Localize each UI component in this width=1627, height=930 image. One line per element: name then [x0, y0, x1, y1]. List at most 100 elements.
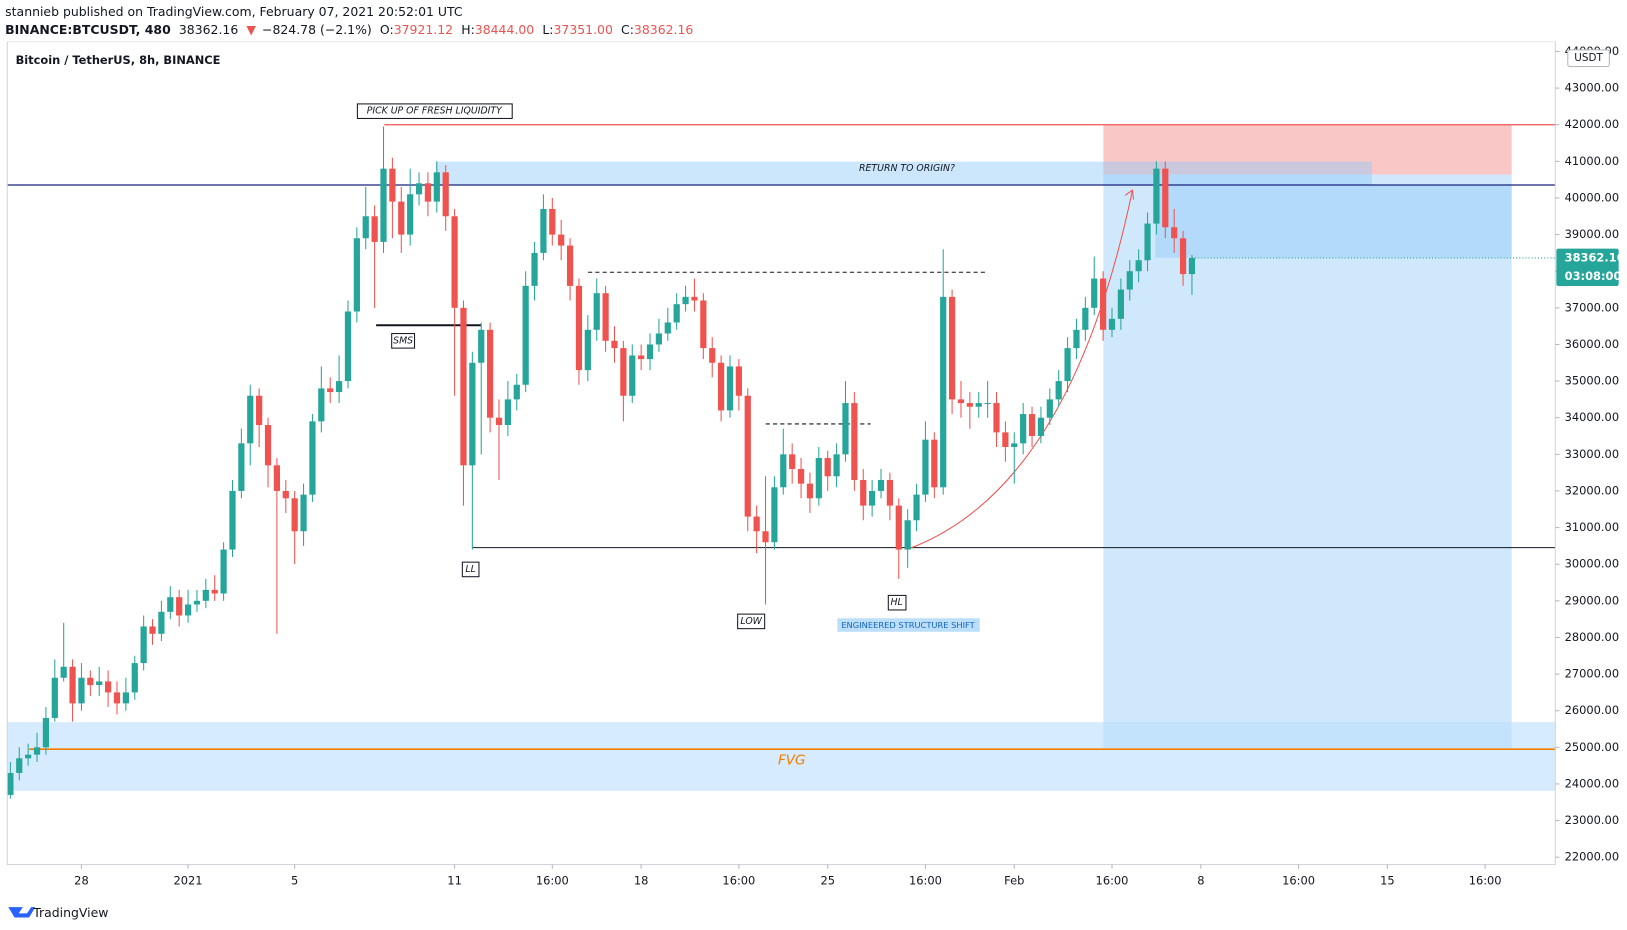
candle-body	[442, 172, 449, 217]
annotation: LL	[465, 564, 475, 575]
y-tick-label: 22000.00	[1565, 850, 1619, 864]
down-arrow: ▼	[246, 22, 256, 37]
drawings	[7, 124, 1556, 791]
annotations: PICK UP OF FRESH LIQUIDITY RETURN TO ORI…	[356, 103, 980, 769]
candle-body	[25, 754, 32, 759]
x-tick-label: 28	[74, 874, 89, 888]
curve-arrow	[908, 190, 1133, 550]
candle-body	[1002, 432, 1009, 448]
candle-body	[691, 296, 698, 301]
candle-body	[629, 355, 636, 396]
candle-body	[575, 285, 583, 371]
candle-body	[238, 443, 245, 491]
candle-body	[638, 355, 645, 360]
candle-body	[398, 201, 405, 235]
candle-body	[504, 399, 511, 426]
y-tick-label: 43000.00	[1565, 81, 1619, 95]
candle-body	[984, 403, 991, 405]
y-tick-label: 27000.00	[1565, 667, 1619, 681]
candle-body	[122, 692, 129, 704]
l-value: 37351.00	[553, 22, 612, 37]
y-tick-label: 31000.00	[1565, 520, 1619, 534]
candle-body	[860, 479, 867, 506]
candle-body	[664, 322, 671, 334]
stop-zone	[1103, 124, 1512, 175]
candle-body	[780, 454, 787, 488]
candle-body	[184, 604, 192, 616]
candle-body	[60, 666, 67, 678]
annotation: ENGINEERED STRUCTURE SHIFT	[841, 620, 975, 630]
x-tick-label: 16:00	[1096, 874, 1129, 888]
candle-body	[540, 208, 547, 253]
candle-body	[869, 490, 876, 506]
last-price-label: 38362.16	[1565, 250, 1625, 264]
candle-body	[1082, 307, 1089, 330]
candle-body	[1108, 318, 1116, 330]
y-tick-label: 28000.00	[1565, 630, 1619, 644]
candle-body	[584, 329, 591, 371]
candle-body	[1073, 329, 1080, 349]
annotation: LOW	[740, 616, 762, 627]
candle-body	[824, 457, 831, 477]
y-tick-label: 35000.00	[1565, 374, 1619, 388]
annotation: RETURN TO ORIGIN?	[859, 163, 955, 174]
x-tick-label: 2021	[174, 874, 203, 888]
last-price: 38362.16	[179, 22, 238, 37]
candle-body	[522, 285, 529, 385]
candle-body	[709, 348, 716, 363]
candle-body	[1046, 399, 1053, 418]
candle-body	[904, 520, 911, 550]
y-tick-label: 26000.00	[1565, 703, 1619, 717]
candle-body	[460, 307, 467, 466]
candle-body	[487, 329, 494, 418]
candle-body	[1126, 271, 1133, 290]
candle-body	[700, 300, 707, 349]
candle-body	[948, 296, 956, 400]
annotation-box	[887, 594, 907, 611]
x-tick-label: 11	[447, 874, 462, 888]
candle-body	[1064, 348, 1071, 382]
symbol-line: BINANCE:BTCUSDT, 480 38362.16 ▼ −824.78 …	[5, 22, 693, 37]
candle-body	[69, 666, 76, 704]
candle-body	[193, 600, 201, 605]
header-bg	[0, 0, 1627, 42]
footer: TradingView	[32, 905, 108, 920]
candle-body	[886, 479, 894, 506]
candle-body	[1037, 417, 1045, 437]
candle-body	[673, 304, 680, 323]
candles	[7, 126, 1196, 799]
candle-body	[495, 417, 503, 426]
candle-body	[611, 340, 618, 349]
tv-logo	[8, 907, 36, 918]
publisher: stannieb published on TradingView.com, F…	[5, 4, 463, 19]
candle-body	[993, 403, 1000, 433]
o-value: 37921.12	[394, 22, 453, 37]
x-tick-label: 18	[634, 874, 649, 888]
candle-body	[1153, 168, 1160, 224]
candle-body	[549, 208, 556, 235]
candle-body	[229, 490, 236, 550]
last-price-box	[1556, 248, 1619, 286]
x-tick-label: Feb	[1004, 874, 1024, 888]
candle-body	[16, 758, 23, 773]
x-tick-label: 8	[1197, 874, 1204, 888]
entry-zone	[1155, 184, 1512, 258]
y-tick-label: 32000.00	[1565, 483, 1619, 497]
annotation: SMS	[393, 335, 413, 346]
candle-body	[558, 234, 565, 246]
y-tick-label: 39000.00	[1565, 227, 1619, 241]
candle-body	[1091, 278, 1098, 308]
annotation: FVG	[778, 753, 805, 769]
candle-body	[300, 494, 307, 532]
candle-body	[469, 362, 476, 466]
candle-body	[211, 589, 218, 594]
candle-body	[513, 384, 520, 400]
candle-body	[895, 505, 902, 550]
y-tick-label: 37000.00	[1565, 300, 1619, 314]
y-tick-label: 23000.00	[1565, 813, 1619, 827]
candle-body	[975, 403, 982, 407]
candle-body	[282, 490, 289, 499]
change: −824.78 (−2.1%)	[262, 22, 372, 37]
x-tick-label: 25	[820, 874, 835, 888]
y-tick-label: 29000.00	[1565, 593, 1619, 607]
